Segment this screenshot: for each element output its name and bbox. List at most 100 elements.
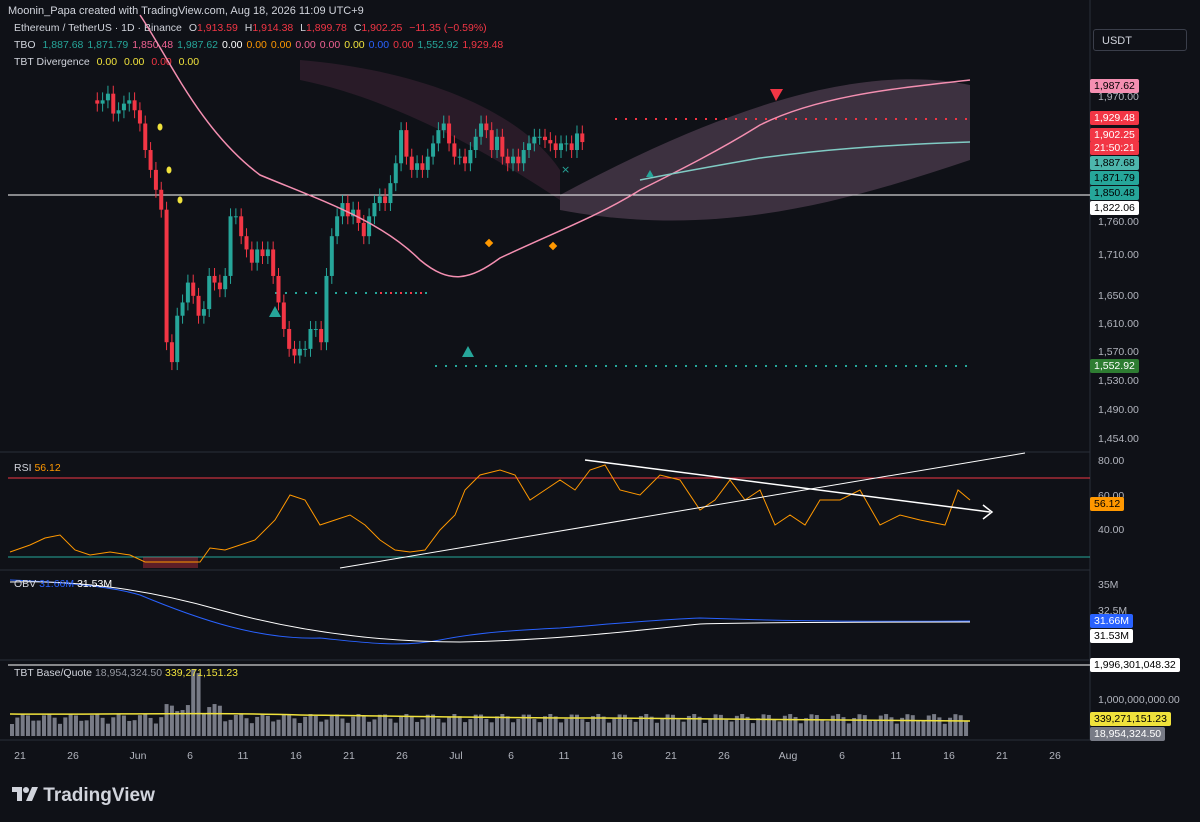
candle-body [137,110,142,124]
candle-body [409,156,414,170]
bq-bar [233,714,238,736]
rsi-legend[interactable]: RSI 56.12 [14,462,61,474]
price-tick: 1,454.00 [1098,433,1139,445]
bq-bar [617,714,622,736]
bq-bar [276,719,281,736]
bq-bar [329,714,334,736]
candle-body [473,136,478,151]
candle-body [319,328,324,343]
rsi-trendline-up [339,452,1026,569]
candle-body [495,136,500,151]
candle-body [420,163,425,170]
bq-bar [846,723,851,736]
bq-bar [628,719,633,736]
bq-bar [100,717,105,736]
bq-bar [345,722,350,736]
candle-body [537,136,542,138]
bq-bar [937,717,942,736]
candle-body [185,282,190,303]
bq-bar [926,715,931,736]
candle-body [558,143,563,151]
candle-body [159,189,164,210]
bq-bar [622,714,627,736]
bq-bar [564,718,569,736]
brand-name: TradingView [43,785,155,806]
tradingview-logo-icon [12,787,38,801]
candle-body [143,123,148,151]
bq-bar [388,718,393,736]
rsi-tick: 80.00 [1098,455,1125,467]
bq-bar [590,716,595,736]
tbo-legend[interactable]: TBO 1,887.68 1,871.79 1,850.48 1,987.62 0.00… [14,39,511,51]
bq-bar [900,717,905,736]
bq-bar [335,714,340,736]
bq-legend[interactable]: TBT Base/Quote 18,954,324.50 339,271,151… [14,667,238,679]
bq-bar [404,714,409,736]
bq-bar [399,716,404,736]
bq-bar [255,716,260,736]
bq-bar [910,715,915,736]
bq-bar [281,714,286,736]
orange-diamond [548,241,558,251]
candle-body [249,249,254,263]
bq-bar [473,714,478,736]
bq-tag: 18,954,324.50 [1090,727,1166,741]
bq-bar [644,714,649,736]
bq-bar [708,718,713,736]
change-value: −11.35 (−0.59%) [409,22,487,34]
bq-bar [889,717,894,736]
time-tick: 6 [508,750,514,762]
candle-body [153,169,158,190]
tbo-value: 1,871.79 [87,39,129,51]
bq-bar [143,714,148,736]
bq-bar [377,714,382,736]
tbo-value: 1,887.68 [42,39,84,51]
currency-button[interactable]: USDT [1093,29,1187,51]
candle-body [441,123,446,131]
bq-bar [670,714,675,736]
price-tick: 1,570.00 [1098,346,1139,358]
bq-ma-line [9,712,971,722]
bq-bar [260,714,265,736]
bq-bar [702,722,707,736]
buy-triangle [269,306,281,317]
tbo-values: 1,887.68 1,871.79 1,850.48 1,987.62 0.00 0.00… [43,39,508,51]
candle-body [121,103,126,111]
bq-bar [686,715,691,736]
divergence-legend[interactable]: TBT Divergence 0.00 0.00 0.00 0.00 [14,56,203,68]
candle-body [356,209,361,223]
time-tick: 16 [611,750,623,762]
bq-bar [175,711,180,736]
tbo-value: 1,850.48 [132,39,174,51]
bq-bar [63,717,68,736]
tradingview-logo[interactable]: TradingView [12,785,155,807]
time-tick: 21 [343,750,355,762]
bq-bar [484,718,489,736]
symbol-name[interactable]: Ethereum / TetherUS · 1D · Binance [14,22,182,34]
bq-bar [964,720,969,736]
bq-bar [68,714,73,736]
time-tick: 21 [14,750,26,762]
time-tick: Jun [129,750,147,762]
bq-bar [596,714,601,736]
bq-bar [516,718,521,736]
sell-triangle [770,89,783,101]
tbo-value: 0.00 [246,39,267,51]
candle-body [207,275,212,310]
bq-bar [606,722,611,736]
candle-body [244,236,249,250]
obv-legend[interactable]: OBV 31.66M 31.53M [14,578,112,590]
candle-body [271,249,276,276]
bq-bar [409,716,414,736]
bq-bar [788,714,793,736]
bq-bar [137,715,142,736]
bq-bar [825,721,830,736]
yellow-marker [177,196,183,204]
bq-bar [756,718,761,736]
bq-bar [425,714,430,736]
bq-bar [420,719,425,736]
bq-bar [207,707,212,736]
bq-bar [116,714,121,736]
bq-bar [324,719,329,736]
